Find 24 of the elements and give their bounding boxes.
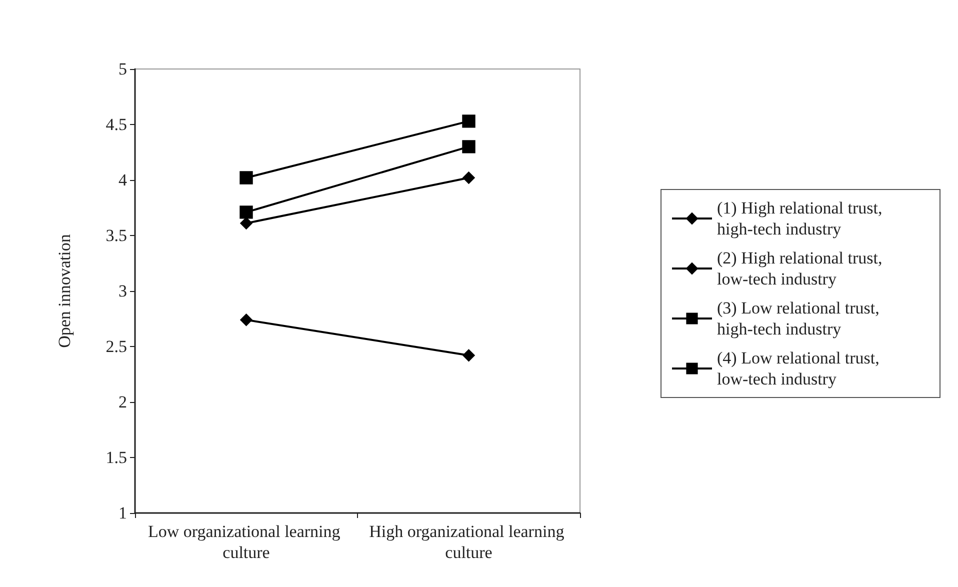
y-axis-title: Open innovation: [55, 234, 74, 348]
point: [462, 349, 475, 362]
point: [462, 172, 475, 184]
y-tick-label: 3: [118, 282, 127, 300]
legend-label: (2) High relational trust, low-tech industry: [717, 248, 886, 288]
y-tick-label: 1: [118, 504, 127, 522]
point: [240, 314, 252, 326]
y-tick-label: 2.5: [106, 337, 127, 356]
y-tick-label: 1.5: [106, 448, 127, 467]
y-tick-label: 4.5: [106, 115, 127, 134]
legend-label: (4) Low relational trust, low-tech industry: [717, 348, 884, 388]
x-tick-label: High organizational learning culture: [369, 522, 568, 562]
point: [240, 217, 252, 230]
legend-label: (1) High relational trust, high-tech industry: [717, 198, 886, 238]
point: [240, 171, 253, 184]
legend-label: (3) Low relational trust, high-tech industry: [717, 298, 884, 338]
y-tick-label: 4: [118, 170, 128, 190]
y-tick-label: 2: [118, 392, 127, 412]
y-tick-label: 5: [118, 60, 127, 78]
point: [240, 206, 253, 219]
y-tick-label: 3.5: [106, 226, 127, 245]
x-tick-label: Low organizational learning culture: [148, 522, 345, 562]
point: [462, 140, 476, 154]
point: [462, 114, 476, 128]
